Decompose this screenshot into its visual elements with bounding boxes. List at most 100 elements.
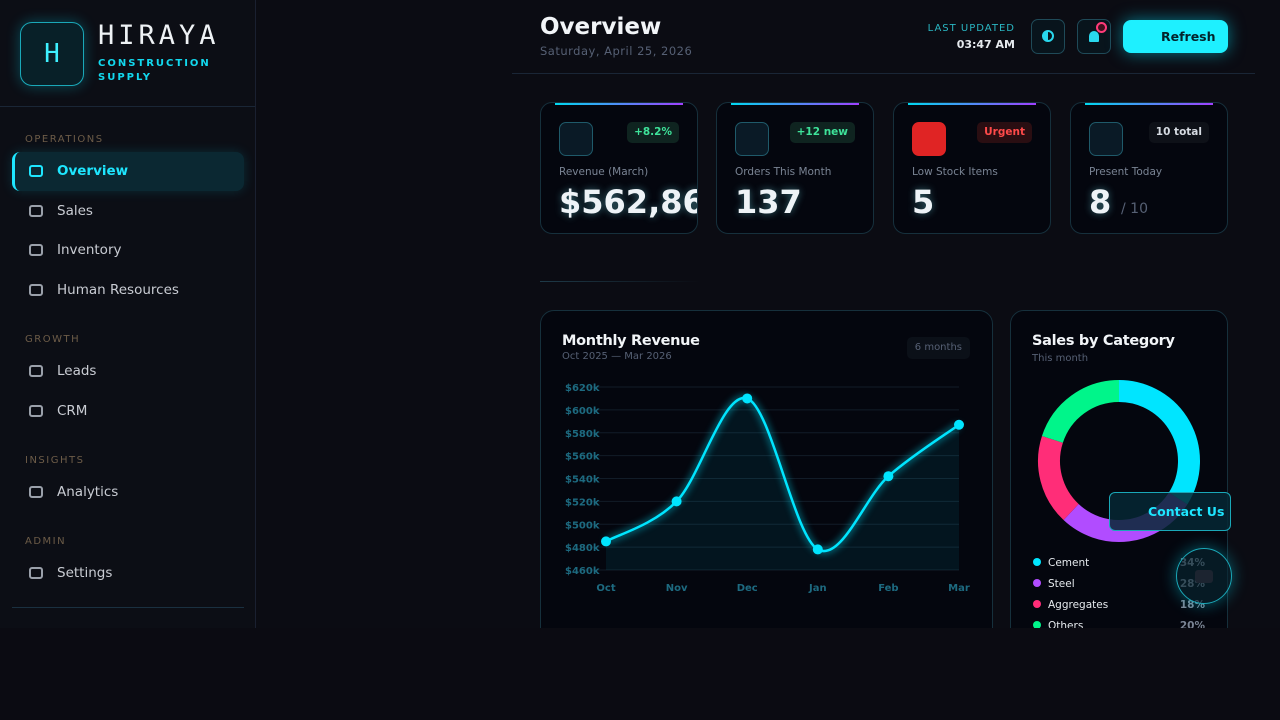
point <box>883 471 894 482</box>
nav-item[interactable]: Overview <box>57 163 129 179</box>
updated-label: LAST UPDATED <box>927 23 1015 34</box>
panel-subtitle: This month <box>1032 353 1089 364</box>
nav-item[interactable]: Analytics <box>57 483 119 500</box>
y-tick-label: $540k <box>565 475 600 486</box>
x-tick-label: Mar <box>948 583 970 594</box>
x-tick-label: Dec <box>737 583 758 594</box>
card-label: Low Stock Items <box>912 166 998 178</box>
x-tick-label: Nov <box>666 583 688 594</box>
chatbot-button[interactable] <box>1176 548 1232 604</box>
card-value: 5 <box>912 183 935 221</box>
nav-icon <box>29 485 43 498</box>
nav-icon <box>29 284 43 297</box>
kpi-card: +12 new Orders This Month 137 <box>716 102 874 234</box>
legend-swatch <box>1033 621 1041 628</box>
card-suffix: / 10 <box>1121 201 1148 217</box>
range-badge: 6 months <box>906 337 970 359</box>
donut-segment <box>1118 380 1200 505</box>
card-icon <box>735 122 769 156</box>
nav-section: OPERATIONS <box>25 134 104 145</box>
legend-label: Aggregates <box>1048 599 1108 611</box>
card-badge: +12 new <box>789 122 855 143</box>
card-label: Revenue (March) <box>559 166 649 178</box>
card-icon <box>912 122 946 156</box>
nav-item[interactable]: Human Resources <box>57 282 179 299</box>
card-icon <box>1089 122 1123 156</box>
panel-title: Monthly Revenue <box>562 333 700 349</box>
page-title: Overview <box>540 14 662 40</box>
x-tick-label: Feb <box>878 583 898 594</box>
legend-label: Cement <box>1048 557 1089 569</box>
nav-item[interactable]: Sales <box>57 202 93 219</box>
nav-item[interactable]: Inventory <box>57 242 122 259</box>
nav-item[interactable]: Settings <box>57 564 113 581</box>
nav-section: GROWTH <box>25 334 81 346</box>
point <box>671 496 682 507</box>
point <box>742 393 753 404</box>
x-tick-label: Jan <box>808 583 827 594</box>
donut-segment <box>1041 380 1120 444</box>
divider <box>540 281 700 282</box>
nav-item[interactable]: Leads <box>57 363 97 380</box>
point <box>954 419 964 430</box>
card-icon <box>559 122 593 156</box>
card-value: 8 <box>1089 183 1112 221</box>
charts: $460k $480k $500k $520k $540k $560k $580k $600k… <box>565 380 1206 628</box>
divider <box>512 73 1255 74</box>
kpi-card: +8.2% Revenue (March) $562,865 <box>540 102 698 234</box>
donut-segment <box>1038 435 1079 521</box>
y-tick-label: $500k <box>565 520 600 531</box>
divider <box>0 106 255 107</box>
y-tick-label: $560k <box>565 452 600 463</box>
legend-swatch <box>1033 579 1041 587</box>
theme-button[interactable] <box>1031 19 1065 54</box>
logo: H <box>20 22 84 86</box>
card-value: $562,865 <box>559 183 697 221</box>
card-label: Present Today <box>1089 166 1163 178</box>
kpi-card: Urgent Low Stock Items 5 <box>893 102 1051 234</box>
nav-section: ADMIN <box>25 535 67 547</box>
y-tick-label: $480k <box>565 543 600 554</box>
legend-label: Others <box>1048 620 1083 628</box>
y-tick-label: $620k <box>565 383 600 394</box>
area <box>606 397 959 570</box>
card-label: Orders This Month <box>735 166 832 178</box>
nav-icon <box>29 404 43 417</box>
y-tick-label: $520k <box>565 497 600 508</box>
x-tick-label: Oct <box>596 583 615 594</box>
notifications-button[interactable] <box>1077 19 1111 54</box>
y-tick-label: $460k <box>565 566 600 577</box>
nav-icon <box>29 244 43 257</box>
point <box>812 544 823 555</box>
legend-label: Steel <box>1048 578 1075 590</box>
contact-button[interactable]: Contact Us <box>1109 492 1231 531</box>
nav-icon <box>29 365 43 378</box>
sidebar: H HIRAYA CONSTRUCTION SUPPLY OPERATIONS O… <box>0 0 256 628</box>
brand-tagline: CONSTRUCTION SUPPLY <box>98 58 211 83</box>
refresh-button[interactable]: Refresh <box>1123 20 1228 53</box>
legend-swatch <box>1033 600 1041 608</box>
card-value: 137 <box>735 183 802 221</box>
date: Saturday, April 25, 2026 <box>540 44 693 58</box>
divider <box>12 607 244 608</box>
card-badge: Urgent <box>977 122 1032 143</box>
card-badge: +8.2% <box>627 122 679 143</box>
point <box>601 536 611 547</box>
kpi-card: 10 total Present Today 8 / 10 <box>1070 102 1228 234</box>
y-tick-label: $600k <box>565 406 600 417</box>
dashboard: H HIRAYA CONSTRUCTION SUPPLY OPERATIONS O… <box>0 0 1255 628</box>
nav-active-bg <box>12 151 244 191</box>
nav-item[interactable]: CRM <box>57 402 88 419</box>
updated-time: 03:47 AM <box>956 38 1015 51</box>
nav-icon <box>29 204 43 217</box>
nav-icon <box>29 165 43 177</box>
nav-section: INSIGHTS <box>25 454 85 466</box>
y-tick-label: $580k <box>565 429 600 440</box>
brand-name: HIRAYA <box>98 20 220 51</box>
nav-icon <box>29 566 43 579</box>
revenue-panel: Monthly Revenue Oct 2025 — Mar 2026 6 mo… <box>540 310 993 628</box>
legend-value: 20% <box>1180 620 1206 628</box>
card-badge: 10 total <box>1148 122 1209 143</box>
legend-swatch <box>1033 558 1041 566</box>
panel-title: Sales by Category <box>1032 333 1175 349</box>
